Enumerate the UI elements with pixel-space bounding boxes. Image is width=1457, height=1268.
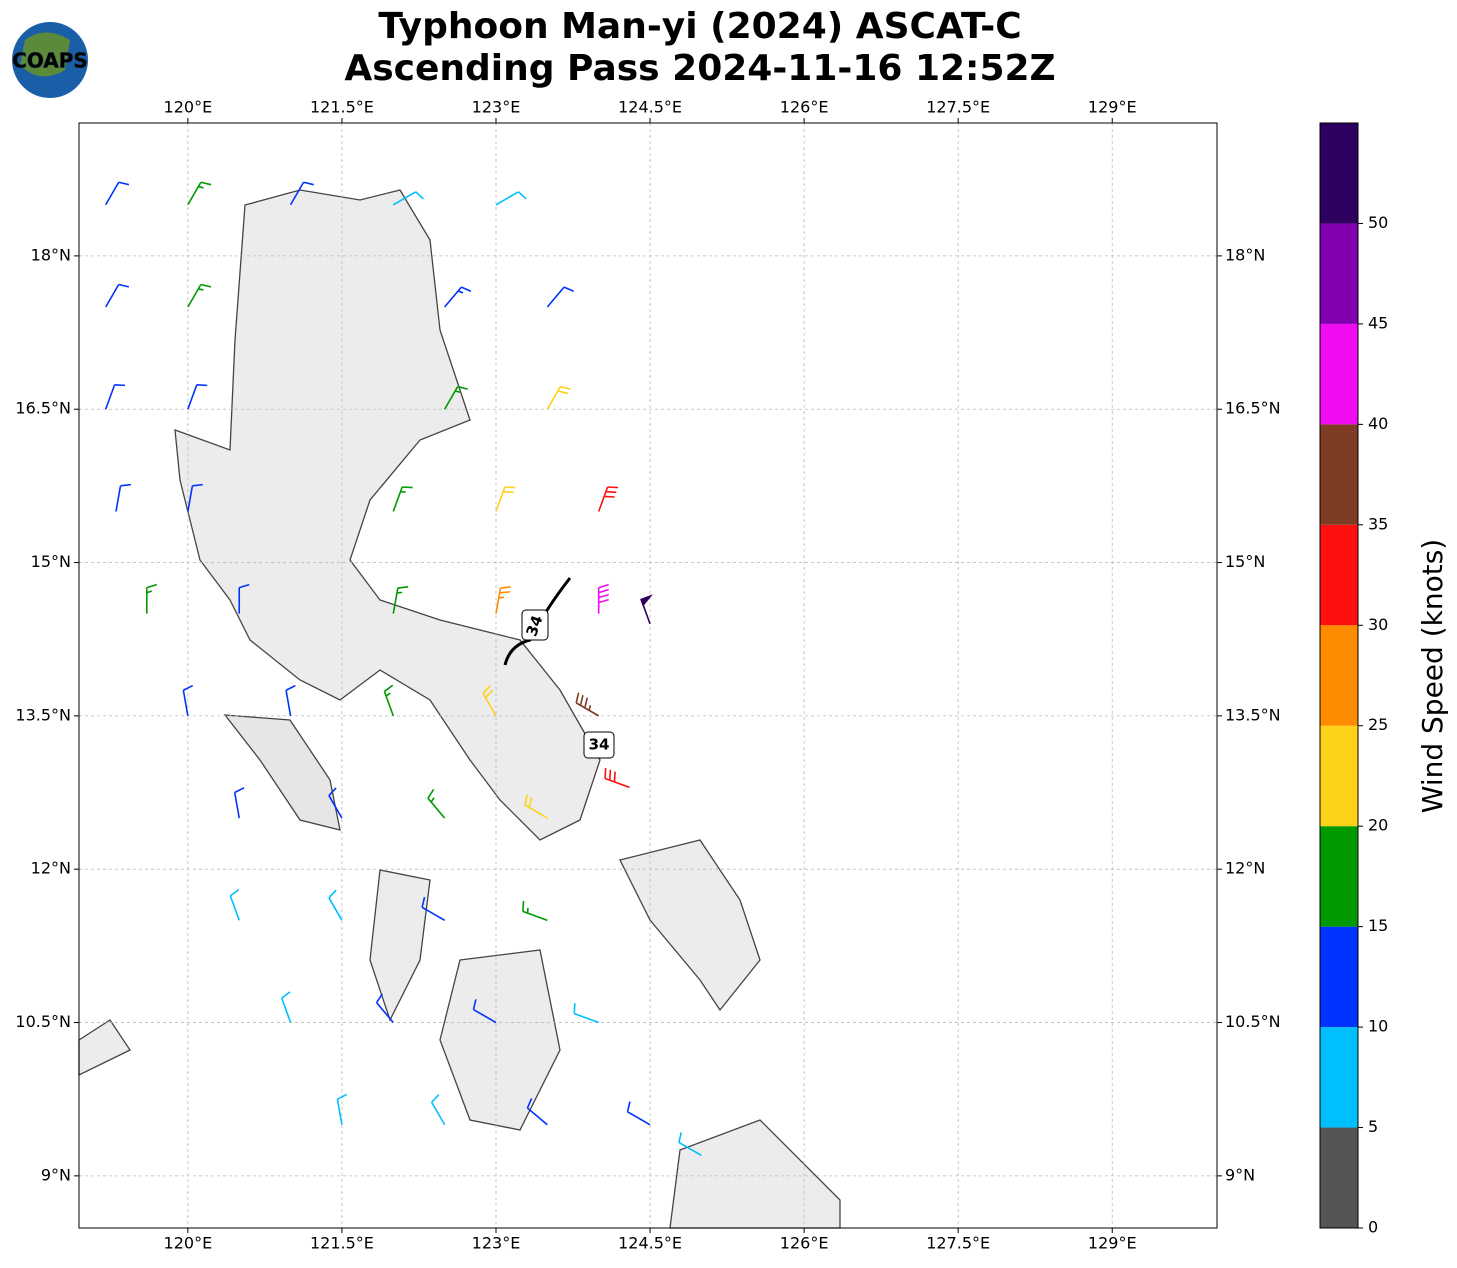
barb-full	[608, 487, 618, 488]
lon-tick-label: 129°E	[1088, 1234, 1137, 1253]
lon-tick-label: 124.5°E	[618, 98, 682, 117]
colorbar-segment	[1320, 123, 1358, 223]
barb-full	[614, 772, 615, 782]
colorbar-segment	[1320, 324, 1358, 424]
barb-full	[605, 768, 606, 778]
barb-half	[397, 592, 402, 593]
lat-tick-label: 12°N	[31, 859, 71, 878]
lat-tick-label: 18°N	[1225, 245, 1265, 264]
colorbar-label: Wind Speed (knots)	[1416, 539, 1449, 813]
lon-tick-label: 120°E	[164, 1234, 213, 1253]
lat-tick-label: 9°N	[1225, 1165, 1255, 1184]
barb-full	[503, 492, 513, 493]
lat-tick-label: 9°N	[41, 1165, 71, 1184]
colorbar-tick-label: 10	[1368, 1017, 1388, 1036]
lon-tick-label: 121.5°E	[310, 1234, 374, 1253]
lon-tick-label: 124.5°E	[618, 1234, 682, 1253]
colorbar-tick-label: 20	[1368, 816, 1388, 835]
colorbar-tick-label: 25	[1368, 715, 1388, 734]
barb-full	[604, 496, 614, 497]
contour-label: 34	[584, 732, 614, 758]
lon-tick-label: 123°E	[472, 1234, 521, 1253]
logo-text: COAPS	[12, 49, 88, 73]
colorbar-tick-label: 35	[1368, 514, 1388, 533]
colorbar-tick-label: 5	[1368, 1117, 1378, 1136]
lon-tick-label: 129°E	[1088, 98, 1137, 117]
colorbar-segment	[1320, 826, 1358, 926]
colorbar-tick-label: 30	[1368, 615, 1388, 634]
barb-half	[499, 597, 504, 598]
colorbar-tick-label: 40	[1368, 414, 1388, 433]
subtitle: Ascending Pass 2024-11-16 12:52Z	[344, 48, 1055, 89]
barb-full	[606, 492, 616, 493]
colorbar-tick-label: 0	[1368, 1218, 1378, 1237]
colorbar-segment	[1320, 1027, 1358, 1127]
lon-tick-label: 126°E	[780, 1234, 829, 1253]
map: 34 34	[79, 123, 1217, 1228]
lon-tick-label: 121.5°E	[310, 98, 374, 117]
colorbar-segment	[1320, 726, 1358, 826]
title: Typhoon Man-yi (2024) ASCAT-C	[378, 6, 1021, 47]
colorbar-segment	[1320, 625, 1358, 725]
barb-full	[505, 487, 515, 488]
colorbar-segment	[1320, 1128, 1358, 1228]
lon-tick-label: 127.5°E	[926, 98, 990, 117]
lat-tick-label: 18°N	[31, 245, 71, 264]
colorbar-segment	[1320, 525, 1358, 625]
colorbar-segment	[1320, 223, 1358, 323]
lat-tick-label: 10.5°N	[1225, 1012, 1281, 1031]
lon-tick-label: 123°E	[472, 98, 521, 117]
colorbar-segment	[1320, 424, 1358, 524]
lat-tick-label: 15°N	[31, 552, 71, 571]
lat-tick-label: 16.5°N	[15, 399, 71, 418]
colorbar-tick-label: 50	[1368, 213, 1388, 232]
colorbar-tick-label: 45	[1368, 313, 1388, 332]
barb-full	[610, 770, 611, 780]
lat-tick-label: 10.5°N	[15, 1012, 71, 1031]
lon-tick-label: 126°E	[780, 98, 829, 117]
logo: COAPS	[12, 22, 88, 98]
barb-full	[402, 487, 412, 488]
barb-full	[115, 385, 125, 386]
barb-full	[574, 1003, 575, 1013]
lon-tick-label: 127.5°E	[926, 1234, 990, 1253]
contour-label: 34	[522, 610, 548, 640]
colorbar-segment	[1320, 927, 1358, 1027]
contour-label-text: 34	[589, 736, 610, 754]
barb-full	[523, 901, 524, 911]
colorbar-tick-label: 15	[1368, 916, 1388, 935]
lat-tick-label: 13.5°N	[15, 705, 71, 724]
barb-full	[197, 385, 207, 386]
lat-tick-label: 13.5°N	[1225, 705, 1281, 724]
lat-tick-label: 15°N	[1225, 552, 1265, 571]
lat-tick-label: 16.5°N	[1225, 399, 1281, 418]
lon-tick-label: 120°E	[164, 98, 213, 117]
lat-tick-label: 12°N	[1225, 859, 1265, 878]
